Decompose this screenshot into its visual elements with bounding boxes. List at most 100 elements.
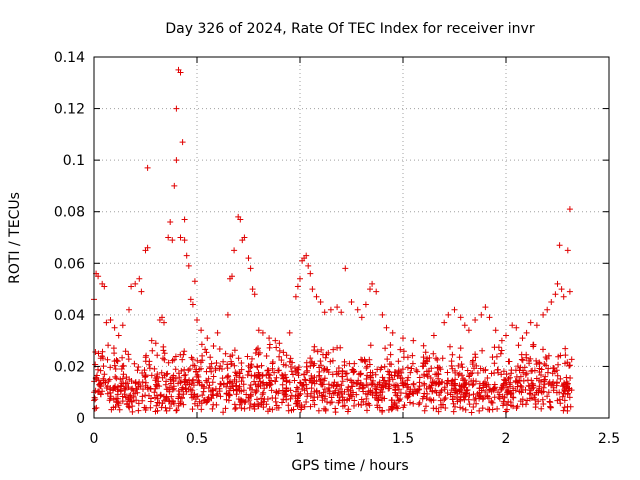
data-point: [545, 389, 552, 396]
data-point: [119, 363, 126, 370]
data-point: [547, 404, 554, 411]
y-axis-label: ROTI / TECUs: [7, 192, 23, 284]
data-point: [469, 382, 476, 389]
data-point: [97, 381, 103, 387]
data-point: [181, 216, 188, 223]
data-point: [132, 379, 139, 386]
data-point: [498, 385, 505, 392]
data-point: [235, 355, 242, 362]
data-point: [313, 387, 320, 394]
data-point: [455, 372, 462, 378]
data-point: [322, 354, 329, 361]
data-point: [444, 377, 451, 384]
data-point: [163, 394, 170, 401]
data-point: [233, 378, 240, 385]
data-point: [132, 280, 139, 287]
data-point: [434, 364, 441, 371]
data-point: [247, 401, 254, 407]
data-point: [301, 387, 308, 394]
data-point: [351, 397, 358, 404]
data-point: [327, 358, 334, 365]
data-point: [363, 376, 370, 382]
data-point: [232, 404, 239, 411]
data-point: [500, 381, 507, 388]
data-point: [276, 353, 283, 360]
data-point: [473, 362, 480, 369]
data-point: [394, 392, 401, 399]
data-point: [319, 397, 326, 404]
data-point: [163, 378, 170, 385]
data-point: [117, 376, 124, 383]
data-point: [159, 374, 166, 381]
data-point: [307, 355, 314, 362]
data-point: [281, 391, 288, 398]
data-point: [422, 349, 429, 356]
data-point: [339, 373, 346, 380]
data-point: [106, 376, 113, 383]
data-point: [461, 322, 468, 329]
data-point: [253, 346, 260, 353]
data-point: [177, 234, 184, 241]
data-point: [317, 299, 324, 305]
data-point: [472, 354, 479, 361]
data-point: [404, 377, 411, 384]
x-tick-label: 0: [90, 431, 99, 447]
data-point: [400, 348, 407, 355]
data-point: [180, 401, 187, 408]
data-point: [435, 375, 442, 382]
data-point: [526, 357, 532, 364]
data-point: [219, 375, 226, 382]
data-point: [196, 366, 203, 373]
data-point: [545, 365, 552, 372]
data-point: [453, 394, 460, 401]
data-point: [506, 381, 513, 388]
data-point: [403, 390, 409, 397]
data-point: [536, 385, 543, 392]
data-point: [222, 350, 229, 357]
data-point: [396, 386, 402, 393]
data-point: [151, 389, 158, 396]
data-point: [301, 376, 308, 383]
data-point: [348, 299, 355, 305]
data-point: [476, 392, 483, 399]
data-point: [158, 404, 165, 411]
data-point: [186, 366, 193, 372]
data-point: [141, 404, 148, 411]
data-point: [457, 314, 464, 321]
data-point: [550, 365, 557, 372]
data-point: [482, 389, 489, 395]
data-point: [530, 341, 537, 348]
data-point: [520, 377, 527, 384]
data-point: [172, 366, 179, 373]
data-point: [561, 397, 568, 404]
data-point: [519, 401, 526, 408]
data-point: [259, 329, 266, 336]
data-point: [156, 400, 163, 406]
data-point: [372, 394, 378, 401]
data-point: [398, 369, 405, 376]
data-point: [181, 348, 188, 355]
data-point: [216, 346, 223, 352]
data-point: [456, 388, 463, 395]
data-point: [261, 385, 268, 392]
data-point: [170, 377, 177, 384]
data-point: [367, 342, 374, 349]
data-point: [315, 407, 322, 414]
data-point: [426, 354, 433, 361]
data-point: [404, 354, 411, 361]
data-point: [376, 404, 383, 411]
data-point: [450, 408, 457, 415]
data-point: [447, 391, 454, 398]
data-point: [395, 397, 402, 403]
data-point: [131, 360, 138, 367]
data-point: [289, 359, 296, 366]
data-point: [141, 367, 148, 374]
data-point: [232, 406, 239, 412]
axis-ticks: 0 0.02 0.04 0.06 0.08 0.1 0.12 0.14 0 0.5 1 1.5 2 2.5: [54, 50, 620, 447]
data-point: [125, 395, 131, 402]
data-point: [181, 237, 188, 244]
data-point: [460, 375, 467, 382]
data-point: [391, 372, 398, 379]
data-point: [287, 395, 294, 402]
data-point: [220, 409, 227, 416]
